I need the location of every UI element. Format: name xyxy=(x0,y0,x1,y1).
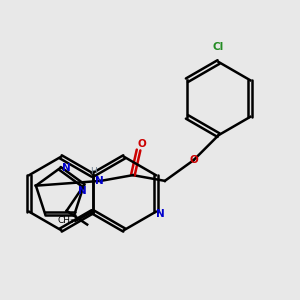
Text: N: N xyxy=(95,176,104,186)
Text: N: N xyxy=(156,209,165,219)
Text: Cl: Cl xyxy=(213,42,224,52)
Text: N: N xyxy=(62,163,71,173)
Text: O: O xyxy=(189,155,198,165)
Text: O: O xyxy=(138,139,146,149)
Text: N: N xyxy=(78,186,87,197)
Text: H: H xyxy=(91,167,98,176)
Text: CH₃: CH₃ xyxy=(58,216,74,225)
